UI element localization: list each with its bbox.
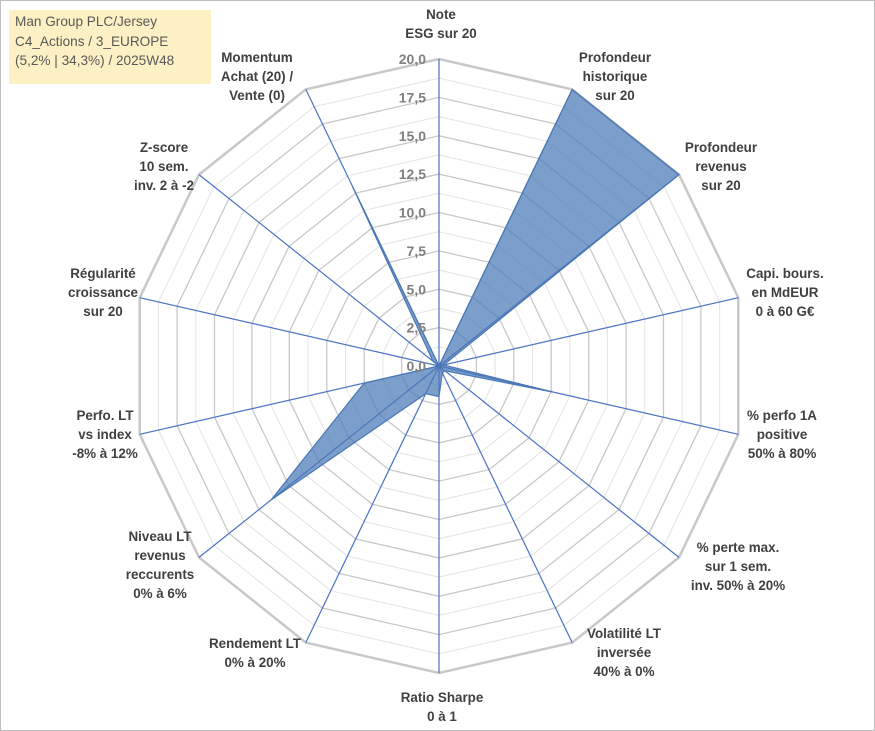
axis-label-line: 0 à 60 G€ (756, 304, 815, 319)
axis-label-line: Rendement LT (209, 636, 302, 651)
axis-label-line: croissance (68, 285, 138, 300)
axis-spoke (305, 365, 440, 643)
axis-label: Ratio Sharpe 0 à 1 (401, 690, 484, 724)
tick-label: 17,5 (399, 89, 426, 105)
axis-label-line: 0% à 6% (133, 586, 187, 601)
axis-label-line: Ratio Sharpe (401, 690, 484, 705)
axis-label: Capi. bours. en MdEUR 0 à 60 G€ (746, 266, 823, 319)
tick-label: 10,0 (399, 205, 426, 221)
axis-label-line: Capi. bours. (746, 266, 823, 281)
axis-label-line: Momentum (221, 50, 293, 65)
axis-label: Régularité croissance sur 20 (68, 266, 138, 319)
series-area (270, 88, 680, 501)
axis-label-line: ESG sur 20 (405, 26, 476, 41)
radial-tick-labels: 0,0 2,5 5,0 7,5 10,0 12,5 15,0 17,5 20,0 (399, 51, 426, 374)
axis-label-line: Achat (20) / (221, 69, 293, 84)
axis-label-line: vs index (78, 427, 132, 442)
axis-label-line: Profondeur (685, 140, 758, 155)
axis-label-line: inv. 50% à 20% (691, 578, 785, 593)
axis-label: Volatilité LT inversée 40% à 0% (587, 626, 662, 679)
tick-label: 2,5 (407, 320, 427, 336)
axis-label-line: revenus (695, 159, 746, 174)
axis-label-line: Profondeur (579, 50, 652, 65)
title-line-2: C4_Actions / 3_EUROPE (15, 33, 169, 49)
chart-title-box: Man Group PLC/Jersey C4_Actions / 3_EURO… (9, 10, 211, 84)
axis-label-line: reccurents (126, 567, 194, 582)
tick-label: 12,5 (399, 166, 426, 182)
title-line-1: Man Group PLC/Jersey (15, 14, 158, 29)
axis-label-line: positive (757, 427, 808, 442)
axis-label-line: 0% à 20% (224, 655, 285, 670)
tick-label: 7,5 (407, 243, 427, 259)
axis-label-line: sur 1 sem. (705, 559, 771, 574)
tick-label: 5,0 (407, 281, 427, 297)
axis-label-line: sur 20 (595, 88, 634, 103)
axis-label-line: Note (426, 7, 456, 22)
axis-spoke (139, 297, 440, 367)
axis-label: % perfo 1A positive 50% à 80% (747, 408, 817, 461)
axis-label: Momentum Achat (20) / Vente (0) (221, 50, 293, 103)
axis-label-line: Régularité (70, 266, 135, 281)
axis-spoke (438, 297, 739, 367)
axis-label-line: sur 20 (83, 304, 122, 319)
axis-label-line: % perfo 1A (747, 408, 817, 423)
axis-label: Perfo. LT vs index -8% à 12% (72, 408, 138, 461)
axis-label-line: 0 à 1 (427, 709, 457, 724)
axis-label-line: 10 sem. (139, 159, 188, 174)
axis-labels: Note ESG sur 20 Profondeur historique sur 20… (68, 7, 824, 724)
axis-label: Note ESG sur 20 (405, 7, 476, 41)
axis-label-line: revenus (134, 548, 185, 563)
axis-label-line: 50% à 80% (748, 446, 817, 461)
axis-label-line: sur 20 (701, 178, 740, 193)
axis-label-line: -8% à 12% (72, 446, 138, 461)
axis-label-line: en MdEUR (752, 285, 819, 300)
axis-label-line: historique (583, 69, 648, 84)
axis-label-line: Z-score (140, 140, 188, 155)
axis-spoke (198, 174, 440, 367)
axis-label-line: Vente (0) (229, 88, 285, 103)
axis-label: Profondeur revenus sur 20 (685, 140, 758, 193)
data-series (270, 88, 680, 501)
axis-label: % perte max. sur 1 sem. inv. 50% à 20% (691, 540, 785, 593)
axis-label: Z-score 10 sem. inv. 2 à -2 (134, 140, 194, 193)
axis-label-line: Volatilité LT (587, 626, 662, 641)
tick-label: 0,0 (407, 358, 427, 374)
axis-label-line: inversée (597, 645, 651, 660)
tick-label: 15,0 (399, 128, 426, 144)
axis-label-line: % perte max. (697, 540, 780, 555)
axis-label: Rendement LT 0% à 20% (209, 636, 302, 670)
axis-label: Niveau LT revenus reccurents 0% à 6% (126, 529, 194, 601)
axis-label-line: Niveau LT (129, 529, 193, 544)
axis-label: Profondeur historique sur 20 (579, 50, 652, 103)
axis-label-line: Perfo. LT (76, 408, 134, 423)
title-line-3: (5,2% | 34,3%) / 2025W48 (15, 53, 175, 68)
axis-spoke (438, 365, 680, 558)
axis-spoke (438, 365, 573, 643)
axis-label-line: 40% à 0% (593, 664, 654, 679)
axis-label-line: inv. 2 à -2 (134, 178, 194, 193)
tick-label: 20,0 (399, 51, 426, 67)
